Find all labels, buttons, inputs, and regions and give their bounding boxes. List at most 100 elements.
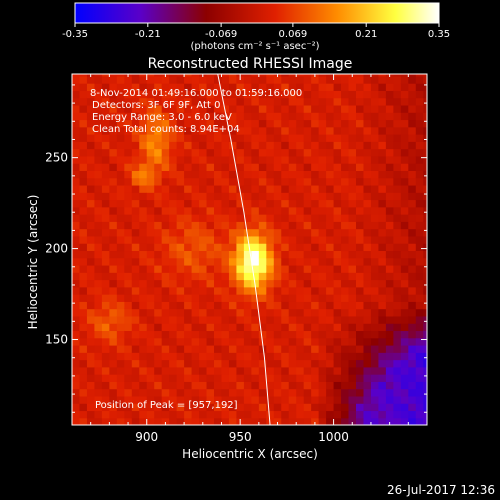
heatmap-cell xyxy=(258,97,267,106)
heatmap-cell xyxy=(273,417,282,425)
heatmap-cell xyxy=(199,344,208,353)
heatmap-cell xyxy=(303,243,312,252)
heatmap-cell xyxy=(385,257,394,266)
heatmap-cell xyxy=(109,417,118,425)
heatmap-cell xyxy=(214,417,223,425)
heatmap-cell xyxy=(288,250,297,259)
heatmap-cell xyxy=(206,97,215,106)
heatmap-cell xyxy=(161,410,170,419)
heatmap-cell xyxy=(176,199,185,208)
heatmap-cell xyxy=(243,184,252,193)
heatmap-cell xyxy=(266,410,275,419)
heatmap-cell xyxy=(273,83,282,91)
heatmap-cell xyxy=(378,301,387,310)
heatmap-cell xyxy=(169,403,178,412)
heatmap-cell xyxy=(348,104,357,113)
heatmap-cell xyxy=(415,163,424,171)
heatmap-cell xyxy=(311,286,320,295)
heatmap-cell xyxy=(296,126,305,135)
heatmap-cell xyxy=(72,155,81,164)
heatmap-cell xyxy=(86,279,96,288)
heatmap-cell xyxy=(333,366,342,375)
heatmap-cell xyxy=(79,286,88,295)
heatmap-cell xyxy=(341,192,350,201)
heatmap-cell xyxy=(363,279,372,288)
heatmap-cell xyxy=(86,75,96,84)
heatmap-cell xyxy=(154,250,163,259)
heatmap-cell xyxy=(221,359,230,368)
heatmap-cell xyxy=(131,228,140,237)
heatmap-cell xyxy=(236,83,245,91)
heatmap-cell xyxy=(146,170,155,179)
heatmap-cell xyxy=(199,337,208,346)
heatmap-cell xyxy=(266,352,275,361)
heatmap-cell xyxy=(266,155,275,164)
heatmap-cell xyxy=(176,206,185,215)
heatmap-cell xyxy=(311,235,320,244)
heatmap-cell xyxy=(79,74,88,77)
heatmap-cell xyxy=(348,170,357,179)
heatmap-cell xyxy=(109,199,118,208)
heatmap-cell xyxy=(169,74,178,77)
heatmap-cell xyxy=(348,112,357,121)
heatmap-cell xyxy=(311,294,320,302)
heatmap-cell xyxy=(288,388,297,397)
heatmap-cell xyxy=(273,308,282,317)
heatmap-cell xyxy=(221,337,230,346)
heatmap-cell xyxy=(341,206,350,215)
heatmap-cell xyxy=(161,221,170,230)
heatmap-cell xyxy=(72,294,81,302)
heatmap-cell xyxy=(415,381,424,390)
heatmap-cell xyxy=(311,141,320,150)
heatmap-cell xyxy=(124,359,133,368)
heatmap-cell xyxy=(356,330,365,339)
heatmap-cell xyxy=(131,199,140,208)
heatmap-cell xyxy=(326,214,335,222)
heatmap-cell xyxy=(341,344,350,353)
heatmap-cell xyxy=(296,199,305,208)
heatmap-cell xyxy=(400,90,409,99)
heatmap-cell xyxy=(169,374,178,382)
heatmap-cell xyxy=(273,374,282,382)
heatmap-cell xyxy=(296,337,305,346)
heatmap-cell xyxy=(266,381,275,390)
heatmap-cell xyxy=(408,83,417,91)
heatmap-cell xyxy=(348,184,357,193)
heatmap-cell xyxy=(116,388,125,397)
heatmap-cell xyxy=(199,366,208,375)
heatmap-cell xyxy=(326,323,335,332)
heatmap-cell xyxy=(86,184,96,193)
heatmap-cell xyxy=(400,359,409,368)
heatmap-cell xyxy=(184,257,193,266)
heatmap-cell xyxy=(146,286,155,295)
heatmap-cell xyxy=(273,148,282,157)
heatmap-cell xyxy=(236,177,245,186)
heatmap-cell xyxy=(251,126,260,135)
heatmap-cell xyxy=(236,410,245,419)
heatmap-cell xyxy=(176,221,185,230)
heatmap-cell xyxy=(423,337,427,346)
heatmap-cell xyxy=(116,374,125,382)
heatmap-cell xyxy=(161,235,170,244)
heatmap-cell xyxy=(176,337,185,346)
heatmap-cell xyxy=(109,250,118,259)
heatmap-cell xyxy=(423,221,427,230)
heatmap-cell xyxy=(243,119,252,128)
heatmap-cell xyxy=(169,323,178,332)
heatmap-cell xyxy=(206,250,215,259)
heatmap-cell xyxy=(72,344,81,353)
heatmap-cell xyxy=(363,141,372,150)
heatmap-cell xyxy=(266,359,275,368)
heatmap-cell xyxy=(139,257,148,266)
heatmap-cell xyxy=(363,337,372,346)
heatmap-cell xyxy=(326,192,335,201)
heatmap-cell xyxy=(206,388,215,397)
heatmap-cell xyxy=(363,192,372,201)
heatmap-cell xyxy=(146,366,155,375)
heatmap-cell xyxy=(199,206,208,215)
heatmap-cell xyxy=(281,214,290,222)
heatmap-cell xyxy=(363,104,372,113)
heatmap-cell xyxy=(393,192,402,201)
chart-title: Reconstructed RHESSI Image xyxy=(148,56,353,72)
heatmap-cell xyxy=(176,417,185,425)
